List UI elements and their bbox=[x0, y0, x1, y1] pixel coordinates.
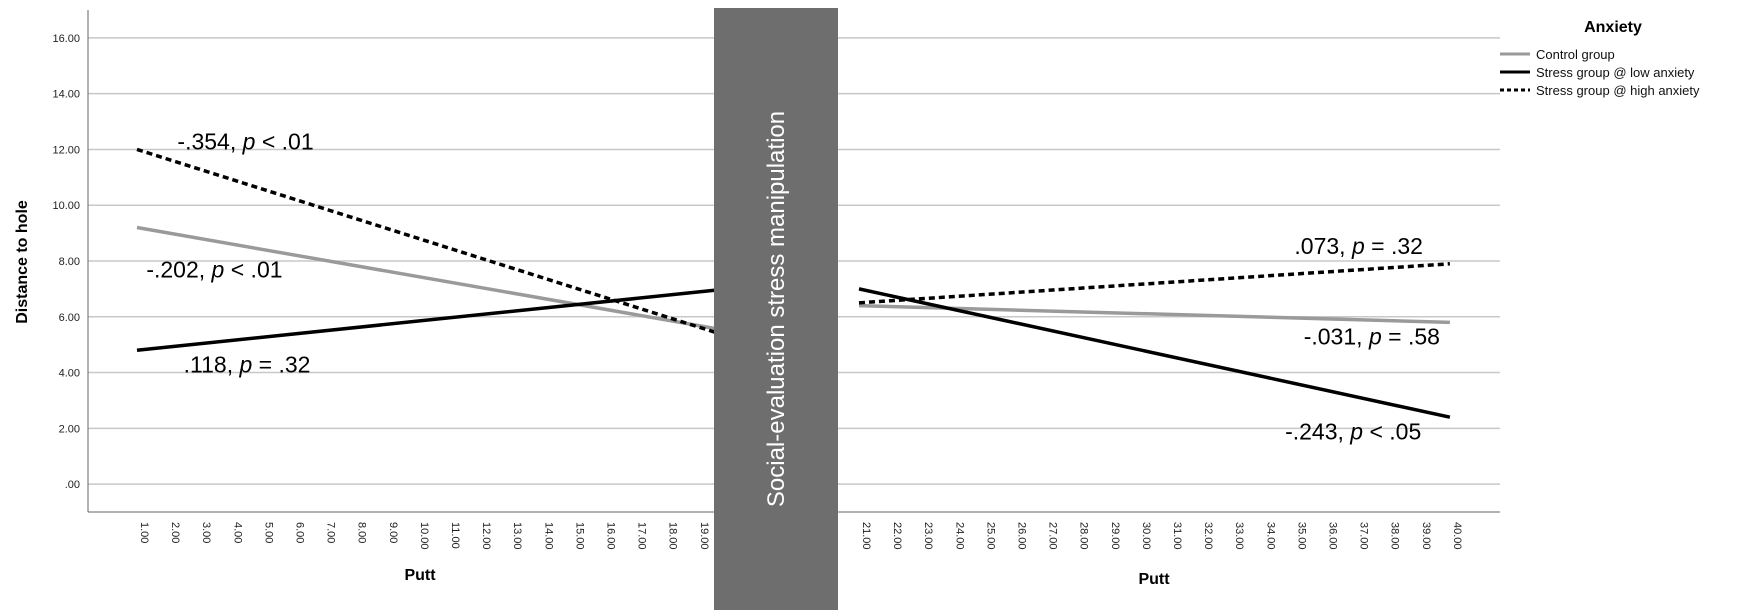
series-line-2 bbox=[858, 287, 1451, 419]
x-tick-label: 34.00 bbox=[1264, 522, 1276, 550]
slope-annotation: -.243, p < .05 bbox=[1285, 418, 1421, 444]
legend: Anxiety Control group Stress group @ low … bbox=[1500, 19, 1700, 98]
y-tick-label: .00 bbox=[65, 479, 80, 491]
x-tick-label: 26.00 bbox=[1016, 522, 1028, 550]
y-tick-label: 8.00 bbox=[59, 256, 80, 268]
x-tick-label: 25.00 bbox=[984, 522, 996, 550]
slope-annotation: -.031, p = .58 bbox=[1304, 324, 1440, 350]
slope-annotation: .073, p = .32 bbox=[1294, 233, 1423, 259]
x-tick-label: 6.00 bbox=[294, 522, 306, 543]
x-tick-label: 18.00 bbox=[667, 522, 679, 550]
x-tick-label: 36.00 bbox=[1327, 522, 1339, 550]
x-tick-label: 40.00 bbox=[1451, 522, 1463, 550]
x-tick-label: 23.00 bbox=[922, 522, 934, 550]
legend-title: Anxiety bbox=[1584, 19, 1642, 36]
y-tick-label: 4.00 bbox=[59, 368, 80, 380]
annotations: -.354, p < .01 -.202, p < .01 .118, p = .3… bbox=[146, 128, 1440, 444]
y-tick-label: 14.00 bbox=[52, 89, 80, 101]
series-line-1 bbox=[858, 303, 1450, 325]
x-tick-label: 1.00 bbox=[138, 522, 150, 543]
legend-entry: Control group bbox=[1536, 47, 1615, 62]
y-tick-label: 6.00 bbox=[59, 312, 80, 324]
x-tick-label: 33.00 bbox=[1233, 522, 1245, 550]
x-tick-labels: 1.00 2.00 3.00 4.00 5.00 6.00 7.00 8.00 9.00 10.0… bbox=[138, 522, 1463, 550]
x-tick-label: 13.00 bbox=[511, 522, 523, 550]
x-tick-label: 2.00 bbox=[169, 522, 181, 543]
x-tick-label: 15.00 bbox=[573, 522, 585, 550]
x-tick-label: 35.00 bbox=[1295, 522, 1307, 550]
x-tick-label: 4.00 bbox=[231, 522, 243, 543]
x-tick-label: 8.00 bbox=[356, 522, 368, 543]
x-axis-title-right: Putt bbox=[1138, 571, 1170, 588]
series-line-1 bbox=[136, 225, 729, 333]
manipulation-label: Social-evaluation stress manipulation bbox=[763, 111, 790, 507]
x-tick-label: 21.00 bbox=[860, 522, 872, 550]
x-tick-label: 38.00 bbox=[1389, 522, 1401, 550]
x-tick-label: 9.00 bbox=[387, 522, 399, 543]
x-tick-label: 12.00 bbox=[480, 522, 492, 550]
x-tick-label: 17.00 bbox=[636, 522, 648, 550]
x-tick-label: 30.00 bbox=[1140, 522, 1152, 550]
y-tick-label: 12.00 bbox=[52, 144, 80, 156]
slope-annotation: -.202, p < .01 bbox=[146, 257, 282, 283]
x-tick-label: 24.00 bbox=[953, 522, 965, 550]
x-tick-label: 3.00 bbox=[200, 522, 212, 543]
x-tick-label: 7.00 bbox=[325, 522, 337, 543]
y-axis-title: Distance to hole bbox=[14, 200, 31, 324]
manipulation-band: Social-evaluation stress manipulation bbox=[714, 8, 838, 610]
x-tick-label: 5.00 bbox=[262, 522, 274, 543]
slope-annotation: -.354, p < .01 bbox=[177, 128, 313, 154]
x-tick-label: 27.00 bbox=[1047, 522, 1059, 550]
y-tick-label: 10.00 bbox=[52, 200, 80, 212]
series-line-3 bbox=[858, 262, 1451, 305]
x-tick-label: 39.00 bbox=[1420, 522, 1432, 550]
series-line-3 bbox=[136, 147, 729, 338]
x-tick-label: 19.00 bbox=[698, 522, 710, 550]
x-tick-label: 31.00 bbox=[1171, 522, 1183, 550]
legend-entry: Stress group @ high anxiety bbox=[1536, 83, 1700, 98]
y-tick-label: 16.00 bbox=[52, 33, 80, 45]
manipulation-rect bbox=[714, 8, 838, 610]
x-tick-label: 22.00 bbox=[891, 522, 903, 550]
y-tick-labels: .00 2.00 4.00 6.00 8.00 10.00 12.00 14.00 16.00 bbox=[52, 33, 80, 491]
x-tick-label: 14.00 bbox=[542, 522, 554, 550]
x-tick-label: 11.00 bbox=[449, 522, 461, 549]
series-line-2 bbox=[136, 287, 729, 352]
legend-entry: Stress group @ low anxiety bbox=[1536, 65, 1695, 80]
x-tick-label: 37.00 bbox=[1358, 522, 1370, 550]
x-tick-label: 32.00 bbox=[1202, 522, 1214, 550]
x-tick-label: 10.00 bbox=[418, 522, 430, 550]
series-lines bbox=[136, 147, 1451, 419]
x-tick-label: 29.00 bbox=[1109, 522, 1121, 550]
x-tick-label: 16.00 bbox=[605, 522, 617, 550]
x-tick-label: 28.00 bbox=[1078, 522, 1090, 550]
x-axis-title-left: Putt bbox=[404, 567, 436, 584]
slope-annotation: .118, p = .32 bbox=[184, 352, 311, 378]
y-tick-label: 2.00 bbox=[59, 423, 80, 435]
